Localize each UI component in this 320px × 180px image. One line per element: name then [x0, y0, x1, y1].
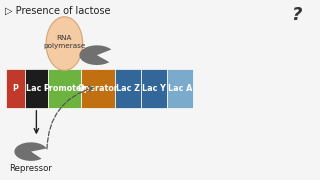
Text: Lac Y: Lac Y — [142, 84, 166, 93]
Text: RNA
polymerase: RNA polymerase — [43, 35, 86, 49]
Text: Operator: Operator — [78, 84, 118, 93]
FancyBboxPatch shape — [25, 69, 48, 108]
Text: Lac A: Lac A — [168, 84, 192, 93]
FancyBboxPatch shape — [167, 69, 193, 108]
Text: Repressor: Repressor — [10, 164, 52, 173]
Text: ▷ Presence of lactose: ▷ Presence of lactose — [5, 6, 111, 16]
Text: Lac I: Lac I — [26, 84, 47, 93]
FancyBboxPatch shape — [48, 69, 81, 108]
Wedge shape — [79, 45, 111, 65]
Wedge shape — [14, 142, 46, 161]
FancyBboxPatch shape — [81, 69, 115, 108]
FancyBboxPatch shape — [141, 69, 167, 108]
Text: ?: ? — [291, 6, 301, 24]
FancyBboxPatch shape — [115, 69, 141, 108]
Ellipse shape — [46, 17, 83, 70]
Text: Lac Z: Lac Z — [116, 84, 140, 93]
FancyBboxPatch shape — [6, 69, 25, 108]
Text: P: P — [13, 84, 19, 93]
Text: Promoter: Promoter — [44, 84, 86, 93]
